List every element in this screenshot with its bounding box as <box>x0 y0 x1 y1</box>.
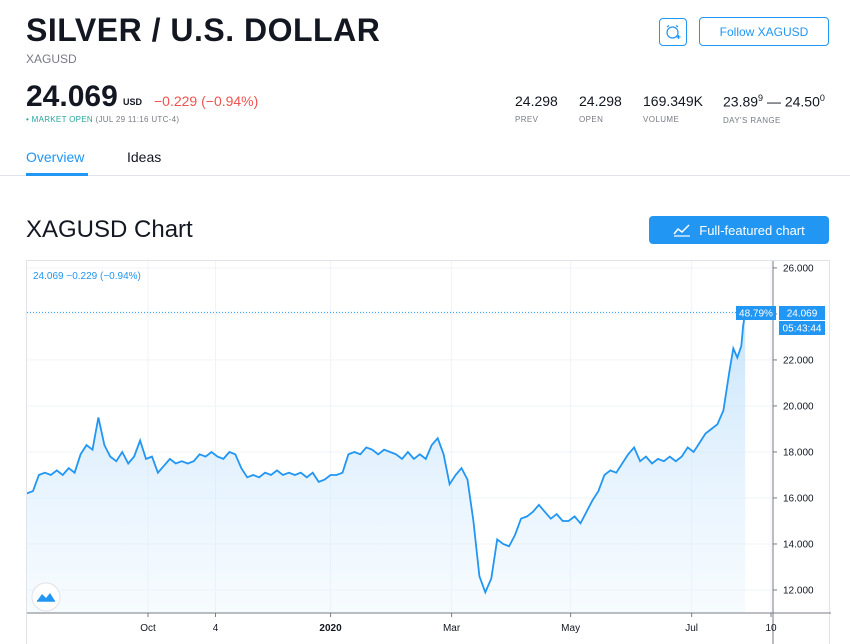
symbol-label: XAGUSD <box>26 52 77 66</box>
stat-label: PREV <box>515 115 539 124</box>
percent-badge-label: 48.79% <box>739 309 773 320</box>
stat-value: 169.349K <box>643 93 703 109</box>
x-axis: Oct 4 2020 Mar May Jul 10 <box>27 612 831 634</box>
y-tick-label: 22.000 <box>783 355 814 366</box>
active-tab-indicator <box>26 173 88 176</box>
range-high-sup: 0 <box>819 93 825 103</box>
chart-section-title: XAGUSD Chart <box>26 216 193 243</box>
x-tick-label: Oct <box>140 623 156 634</box>
add-alert-button[interactable] <box>659 18 687 46</box>
stat-label: VOLUME <box>643 115 680 124</box>
chart-legend: 24.069 −0.229 (−0.94%) <box>33 271 141 282</box>
range-low-sup: 9 <box>758 93 764 103</box>
x-tick-label: 10 <box>765 623 777 634</box>
tab-bar: Overview Ideas <box>0 140 850 176</box>
market-time: (JUL 29 11:16 UTC-4) <box>95 115 180 124</box>
y-tick-label: 14.000 <box>783 539 814 550</box>
alarm-clock-icon <box>666 25 681 39</box>
follow-button[interactable]: Follow XAGUSD <box>699 17 829 46</box>
range-high: 24.50 <box>784 93 820 110</box>
x-tick-label: 2020 <box>319 623 342 634</box>
page-title: SILVER / U.S. DOLLAR <box>26 12 381 48</box>
percent-badge: 48.79% <box>736 306 776 320</box>
full-featured-chart-label: Full-featured chart <box>699 222 805 238</box>
tradingview-logo-button[interactable] <box>31 582 61 612</box>
range-separator: — <box>763 93 785 110</box>
price-change: −0.229 (−0.94%) <box>154 93 259 109</box>
price-badge: 24.069 05:43:44 <box>779 306 825 335</box>
stat-value: 23.899 — 24.500 <box>723 93 825 110</box>
y-tick-label: 18.000 <box>783 447 814 458</box>
full-featured-chart-button[interactable]: Full-featured chart <box>649 216 829 244</box>
stat-value: 24.298 <box>579 93 622 109</box>
market-open-label: • MARKET OPEN <box>26 115 94 124</box>
stat-value: 24.298 <box>515 93 558 109</box>
stat-open: 24.298 OPEN <box>579 93 622 124</box>
stat-label: DAY'S RANGE <box>723 115 781 125</box>
stat-volume: 169.349K VOLUME <box>643 93 703 124</box>
market-status: • MARKET OPEN (JUL 29 11:16 UTC-4) <box>26 115 179 124</box>
y-tick-label: 26.000 <box>783 263 814 274</box>
currency-label: USD <box>123 97 143 107</box>
stat-days-range: 23.899 — 24.500 DAY'S RANGE <box>723 93 825 125</box>
price-area <box>27 312 746 613</box>
tradingview-logo-icon <box>37 593 55 601</box>
price-badge-label: 24.069 <box>787 309 818 320</box>
range-low: 23.89 <box>723 93 759 110</box>
countdown-badge-label: 05:43:44 <box>783 324 822 335</box>
y-tick-label: 12.000 <box>783 585 814 596</box>
chart-line-icon <box>673 224 691 237</box>
tab-ideas[interactable]: Ideas <box>127 149 162 165</box>
price-line <box>26 312 747 595</box>
x-tick-label: Jul <box>685 623 698 634</box>
chart-container[interactable]: 12.000 14.000 16.000 18.000 20.000 22.000 24.0… <box>26 260 831 644</box>
x-tick-label: May <box>561 623 580 634</box>
stat-label: OPEN <box>579 115 604 124</box>
tab-overview[interactable]: Overview <box>26 149 85 165</box>
y-tick-label: 20.000 <box>783 401 814 412</box>
x-tick-label: 4 <box>213 623 219 634</box>
last-price: 24.069 <box>26 80 118 113</box>
x-tick-label: Mar <box>443 623 461 634</box>
stat-prev: 24.298 PREV <box>515 93 558 124</box>
y-tick-label: 16.000 <box>783 493 814 504</box>
price-chart[interactable]: 12.000 14.000 16.000 18.000 20.000 22.000 24.0… <box>26 261 831 644</box>
